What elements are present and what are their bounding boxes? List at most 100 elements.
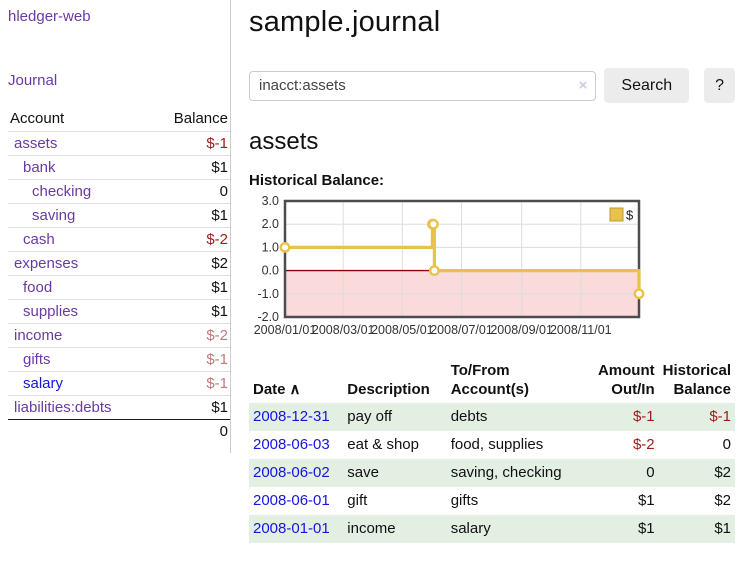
account-balance: $1 <box>211 399 228 416</box>
accounts-table-header: Account Balance <box>8 108 230 131</box>
x-axis-tick-label: 2008/07/01 <box>430 323 493 337</box>
transaction-description: gift <box>347 492 368 509</box>
sidebar-account-link[interactable]: expenses <box>14 255 79 272</box>
x-axis-tick-label: 2008/05/01 <box>371 323 434 337</box>
account-balance: $-1 <box>206 135 228 152</box>
sidebar-account-link[interactable]: gifts <box>23 351 51 368</box>
account-heading: assets <box>249 128 319 155</box>
accounts-table: Account Balance assets $-1 bank $1 checking 0… <box>8 108 230 443</box>
sidebar-account-link[interactable]: bank <box>23 159 56 176</box>
x-axis-tick-label: 2008/11/01 <box>550 323 612 337</box>
sidebar-item-journal[interactable]: Journal <box>8 72 58 89</box>
transaction-accounts: food, supplies <box>450 436 544 453</box>
legend-swatch <box>609 207 624 222</box>
y-axis-tick-label: -2.0 <box>257 310 279 324</box>
register-table: Date ∧ Description To/From Account(s) Amount… <box>249 359 735 543</box>
sidebar-account-link[interactable]: checking <box>32 183 92 200</box>
account-balance: 0 <box>219 183 228 200</box>
data-point-marker[interactable] <box>427 218 439 230</box>
balance-column-header: Balance <box>173 110 228 127</box>
search-input[interactable] <box>249 70 597 101</box>
account-balance: $1 <box>211 279 228 296</box>
transaction-row: 2008-12-31 pay off debts $-1 $-1 <box>249 403 735 431</box>
search-button[interactable]: Search <box>604 68 690 103</box>
account-balance: $-2 <box>206 231 228 248</box>
register-header-description: Description <box>347 381 430 398</box>
sidebar-account-link[interactable]: salary <box>23 375 64 392</box>
sidebar-account-link[interactable]: supplies <box>23 303 79 320</box>
transaction-balance: $1 <box>714 520 731 537</box>
sidebar-account-link[interactable]: cash <box>23 231 55 248</box>
transaction-balance: $-1 <box>709 408 731 425</box>
transaction-balance: $2 <box>714 492 731 509</box>
main-content: sample.journal × Search ? assets Histori… <box>249 0 735 543</box>
account-row: checking 0 <box>8 179 230 203</box>
transaction-row: 2008-06-03 eat & shop food, supplies $-2 0 <box>249 431 735 459</box>
sidebar-account-link[interactable]: saving <box>32 207 76 224</box>
data-point-marker[interactable] <box>428 265 440 277</box>
transaction-accounts: gifts <box>450 492 479 509</box>
x-axis-tick-label: 2008/03/01 <box>312 323 375 337</box>
y-axis-tick-label: 1.0 <box>262 240 279 254</box>
clear-search-icon[interactable]: × <box>578 76 588 94</box>
transaction-amount: 0 <box>646 464 655 481</box>
sort-ascending-icon: ∧ <box>289 381 301 398</box>
data-point-marker[interactable] <box>633 288 645 300</box>
y-axis-tick-label: 2.0 <box>262 217 279 231</box>
account-balance: $1 <box>211 207 228 224</box>
transaction-amount: $-1 <box>632 408 655 425</box>
legend-label: $ <box>626 208 634 223</box>
transaction-amount: $1 <box>637 520 655 537</box>
y-axis-tick-label: 3.0 <box>262 194 279 208</box>
account-row: bank $1 <box>8 155 230 179</box>
account-row: supplies $1 <box>8 299 230 323</box>
transaction-row: 2008-01-01 income salary $1 $1 <box>249 515 735 543</box>
historical-balance-chart: $3.0 2.0 1.0 0.0 -1.0 -2.0 2008/01/01 2008/03/0… <box>249 194 735 345</box>
account-balance: $-1 <box>206 351 228 368</box>
transaction-balance: 0 <box>722 436 731 453</box>
transaction-amount: $1 <box>637 492 655 509</box>
transaction-description: income <box>347 520 396 537</box>
account-row: salary $-1 <box>8 371 230 395</box>
sidebar-account-link[interactable]: income <box>14 327 63 344</box>
sidebar-account-link[interactable]: assets <box>14 135 58 152</box>
account-balance: $2 <box>211 255 228 272</box>
page-title: sample.journal <box>249 6 441 38</box>
account-row: income $-2 <box>8 323 230 347</box>
transaction-date-link[interactable]: 2008-06-03 <box>253 436 330 453</box>
account-row: cash $-2 <box>8 227 230 251</box>
transaction-accounts: salary <box>450 520 491 537</box>
plot-border <box>283 199 641 319</box>
accounts-total: 0 <box>8 419 230 443</box>
transaction-description: eat & shop <box>347 436 419 453</box>
help-button[interactable]: ? <box>704 68 735 103</box>
register-header-historical-balance: Historical Balance <box>662 362 731 398</box>
transaction-date-link[interactable]: 2008-06-02 <box>253 464 330 481</box>
transaction-amount: $-2 <box>632 436 655 453</box>
x-axis-tick-label: 2008/01/01 <box>254 323 317 337</box>
x-axis-tick-label: 2008/09/01 <box>490 323 553 337</box>
transaction-accounts: debts <box>450 408 488 425</box>
data-point-marker[interactable] <box>279 242 291 253</box>
account-row: saving $1 <box>8 203 230 227</box>
register-header-date[interactable]: Date ∧ <box>253 381 301 398</box>
account-balance: $1 <box>211 303 228 320</box>
account-balance: $-2 <box>206 327 228 344</box>
sidebar-account-link[interactable]: liabilities:debts <box>14 399 112 416</box>
transaction-row: 2008-06-01 gift gifts $1 $2 <box>249 487 735 515</box>
transaction-row: 2008-06-02 save saving, checking 0 $2 <box>249 459 735 487</box>
account-row: expenses $2 <box>8 251 230 275</box>
y-axis-tick-label: 0.0 <box>262 264 279 278</box>
transaction-date-link[interactable]: 2008-01-01 <box>253 520 330 537</box>
register-header-amount-out-in: Amount Out/In <box>597 362 655 398</box>
register-header-to-from-account-s: To/From Account(s) <box>450 362 530 398</box>
sidebar-account-link[interactable]: food <box>23 279 53 296</box>
app-brand-link[interactable]: hledger-web <box>8 8 91 25</box>
y-axis-tick-label: -1.0 <box>257 287 279 301</box>
sidebar: hledger-web Journal Account Balance asse… <box>0 0 231 453</box>
transaction-date-link[interactable]: 2008-12-31 <box>253 408 330 425</box>
account-balance: $-1 <box>206 375 228 392</box>
transaction-description: pay off <box>347 408 393 425</box>
transaction-date-link[interactable]: 2008-06-01 <box>253 492 330 509</box>
account-row: food $1 <box>8 275 230 299</box>
